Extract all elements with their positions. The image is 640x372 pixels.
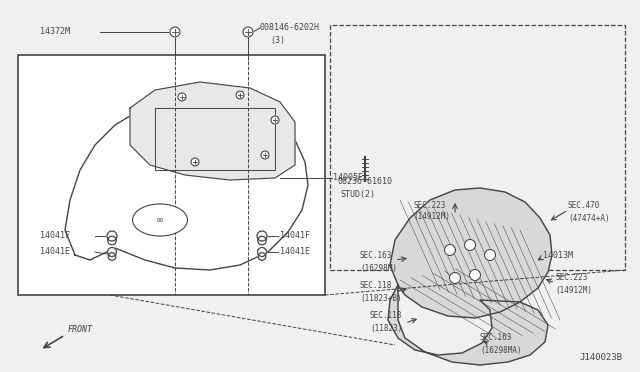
- Text: 14041F: 14041F: [40, 231, 70, 241]
- Text: SEC.163: SEC.163: [480, 334, 513, 343]
- Text: SEC.223: SEC.223: [555, 273, 588, 282]
- Text: SEC.118: SEC.118: [360, 280, 392, 289]
- Text: STUD(2): STUD(2): [340, 189, 375, 199]
- Circle shape: [107, 231, 117, 241]
- Text: (14912M): (14912M): [413, 212, 450, 221]
- Text: J140023B: J140023B: [579, 353, 622, 362]
- Text: 14041E: 14041E: [40, 247, 70, 257]
- Text: 14041F: 14041F: [280, 231, 310, 241]
- Circle shape: [449, 273, 461, 283]
- Ellipse shape: [132, 204, 188, 236]
- Circle shape: [470, 269, 481, 280]
- Polygon shape: [65, 95, 308, 270]
- Circle shape: [108, 236, 116, 245]
- Text: ∞: ∞: [156, 215, 164, 225]
- Text: 14013M: 14013M: [543, 250, 573, 260]
- Circle shape: [445, 244, 456, 256]
- Text: (16298MA): (16298MA): [480, 346, 522, 356]
- Circle shape: [271, 116, 279, 124]
- Polygon shape: [130, 82, 295, 180]
- Circle shape: [484, 250, 495, 260]
- Text: (47474+A): (47474+A): [568, 214, 610, 222]
- Circle shape: [191, 158, 199, 166]
- Circle shape: [261, 151, 269, 159]
- Text: 14041E: 14041E: [280, 247, 310, 257]
- Bar: [18, 55, 325, 295]
- Text: SEC.223: SEC.223: [413, 201, 445, 209]
- Text: 14005E: 14005E: [333, 173, 363, 183]
- Text: (14912M): (14912M): [555, 286, 592, 295]
- Circle shape: [170, 27, 180, 37]
- Circle shape: [108, 247, 116, 257]
- Circle shape: [257, 247, 266, 257]
- Circle shape: [178, 93, 186, 101]
- Circle shape: [465, 240, 476, 250]
- Circle shape: [243, 27, 253, 37]
- Circle shape: [236, 91, 244, 99]
- Text: (11823): (11823): [370, 324, 403, 334]
- Text: (11823+B): (11823+B): [360, 294, 402, 302]
- Text: 14372M: 14372M: [40, 26, 70, 35]
- Text: SEC.470: SEC.470: [568, 201, 600, 209]
- Text: SEC.118: SEC.118: [370, 311, 403, 321]
- Text: 008146-6202H: 008146-6202H: [260, 23, 320, 32]
- Circle shape: [108, 253, 116, 260]
- Text: (16298M): (16298M): [360, 263, 397, 273]
- Text: (3): (3): [270, 35, 285, 45]
- Text: 08236-61610: 08236-61610: [338, 177, 393, 186]
- Polygon shape: [388, 188, 552, 365]
- Text: SEC.163: SEC.163: [360, 250, 392, 260]
- Circle shape: [258, 236, 266, 245]
- Bar: [330, 25, 625, 270]
- Circle shape: [257, 231, 267, 241]
- Text: FRONT: FRONT: [68, 326, 93, 334]
- Circle shape: [258, 253, 266, 260]
